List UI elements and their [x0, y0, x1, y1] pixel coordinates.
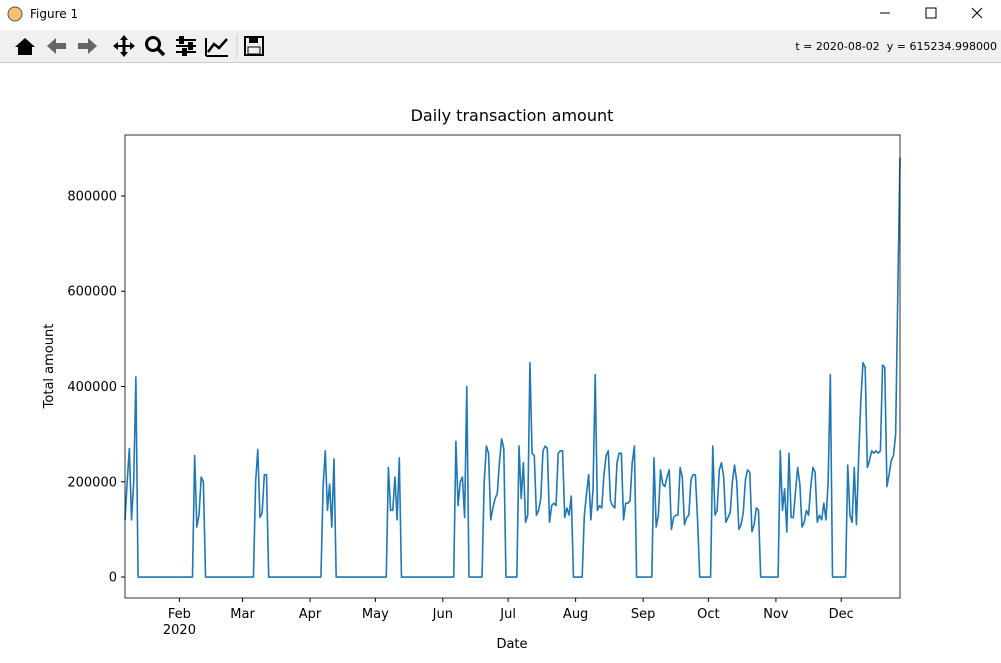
x-tick-label: Aug: [563, 607, 588, 622]
back-button[interactable]: [47, 38, 66, 54]
x-tick-label: Sep: [631, 607, 656, 622]
x-tick-label: Mar: [230, 607, 255, 622]
y-tick-label: 200000: [67, 475, 117, 490]
save-button[interactable]: [244, 36, 264, 56]
maximize-button[interactable]: [925, 7, 937, 19]
y-tick-label: 800000: [67, 189, 117, 204]
pan-button[interactable]: [113, 35, 135, 57]
configure-button[interactable]: [176, 36, 196, 56]
y-tick-label: 400000: [67, 380, 117, 395]
x-tick-label: Nov: [763, 607, 789, 622]
toolbar-icons: [15, 34, 264, 58]
app-icon: [7, 6, 23, 22]
x-tick-label: May: [362, 607, 389, 622]
close-button[interactable]: [971, 7, 983, 19]
x-tick-label: Feb: [168, 607, 191, 622]
edit-axes-button[interactable]: [205, 38, 228, 57]
cursor-status: t = 2020-08-02 y = 615234.998000: [795, 40, 997, 53]
window-title: Figure 1: [30, 7, 79, 21]
chart-title: Daily transaction amount: [411, 106, 614, 125]
y-axis-label: Total amount: [42, 324, 57, 410]
x-axis-label: Date: [496, 637, 527, 652]
y-tick-label: 600000: [67, 285, 117, 300]
axes-frame: [124, 134, 901, 599]
x-tick-label: Jun: [432, 607, 453, 622]
x-tick-label: Dec: [829, 607, 854, 622]
figure: Daily transaction amount Date Total amou…: [42, 106, 901, 652]
toolbar: t = 2020-08-02 y = 615234.998000: [0, 30, 1001, 63]
title-bar-icons: [7, 6, 983, 22]
y-tick-label: 0: [109, 571, 117, 586]
data-line: [124, 157, 901, 578]
zoom-button[interactable]: [145, 36, 166, 57]
x-tick-label: Oct: [697, 607, 719, 622]
x-tick-sublabel: 2020: [163, 623, 196, 638]
forward-button[interactable]: [78, 38, 97, 54]
x-tick-label: Jul: [499, 607, 516, 622]
title-bar: Figure 1: [0, 0, 1001, 30]
x-tick-label: Apr: [299, 607, 322, 622]
home-button[interactable]: [15, 38, 35, 55]
